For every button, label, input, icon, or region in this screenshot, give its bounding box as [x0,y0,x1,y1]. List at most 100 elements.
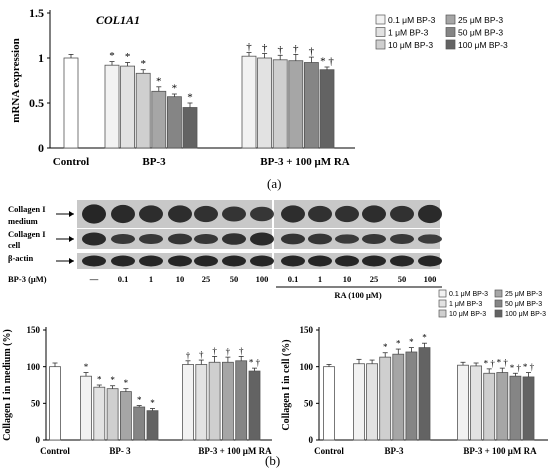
significance-mark: * [140,58,146,70]
blot-band [194,233,218,245]
legend-label: 100 μM BP-3 [505,311,546,318]
legend-label: 1 μM BP-3 [388,28,429,38]
group-label: BP-3 + 100 μM RA [198,446,272,456]
concentration-value: — [89,274,99,284]
group-label: BP-3 [142,156,166,168]
significance-mark: * [409,337,414,347]
y-tick-label: 0 [38,141,44,155]
concentration-value: 25 [202,274,211,284]
bar [303,62,319,149]
group-label: BP-3 [385,446,404,456]
bar [120,391,132,441]
legend-swatch [445,14,456,25]
significance-mark: * [137,395,142,405]
ra-label: RA (100 μM) [334,290,381,300]
significance-mark: † [309,46,315,58]
blot-band [335,205,359,223]
blot-band [418,204,442,224]
blot-band [362,255,386,267]
bar [392,353,405,441]
legend-swatch [375,14,386,25]
bar [319,69,335,149]
y-tick-label: 1 [38,51,44,65]
bar [323,366,335,441]
bar [288,60,304,149]
bar [151,90,167,149]
significance-mark: † [239,346,244,356]
legend-label: 25 μM BP-3 [458,15,503,25]
blot-band [82,232,106,246]
arrow-head-icon [69,236,74,242]
blot-band [139,233,163,245]
blot-band [111,204,135,224]
significance-mark: † [199,350,204,360]
y-axis-label: Collagen I in medium (%) [2,329,13,441]
blot-band [82,204,106,224]
chart-b-medium: 0 50 100 150 Collagen I in medium (%) Control… [2,325,272,456]
significance-mark: * † [484,358,496,368]
bar [353,363,365,441]
significance-mark: * † [523,362,535,372]
significance-mark: * [172,83,178,95]
significance-mark: † [293,43,299,55]
legend-swatch [494,299,503,308]
bar [93,386,106,441]
bar [509,375,522,441]
concentration-value: 10 [343,274,352,284]
blot-band [281,233,305,245]
legend-swatch [445,27,456,37]
blot-band [139,255,163,267]
bar [496,372,509,441]
significance-mark: * [97,375,102,385]
chart-a-mrna: 0 0.5 1 1.5 mRNA expression COL1A1 Control * * * *… [10,6,508,168]
concentration-value: 1 [318,274,322,284]
legend-swatch [445,39,456,50]
blot-band [168,233,192,245]
significance-mark: † [226,347,231,357]
blot-band [194,255,218,267]
y-tick-label: 100 [27,362,41,372]
blot-band [335,234,359,244]
blot-band [362,205,386,223]
legend-swatch [494,309,503,318]
significance-mark: * † [320,56,334,68]
concentration-value: 0.1 [118,274,129,284]
legend-label: 1 μM BP-3 [449,301,482,308]
panel-label-b: (b) [265,453,281,468]
panel-label-a: (a) [267,176,282,191]
chart-b-cell: 0 50 100 150 Collagen I in cell (%) Control * *… [281,289,548,456]
blot-band [390,233,414,245]
significance-mark: * † [249,358,261,368]
blot-row-label: β-actin [8,253,34,263]
bar [241,55,257,149]
bar [135,72,151,149]
bar [221,361,234,441]
legend-swatch [494,289,503,298]
blot-row-label: Collagen I [8,204,46,214]
blot-band [250,206,274,222]
blot-band [362,233,386,245]
legend-label: 100 μM BP-3 [458,40,508,50]
blot-band [111,233,135,245]
blot-band [82,255,106,267]
y-tick-label: 0 [36,435,41,445]
significance-mark: * [396,339,401,349]
y-tick-label: 50 [304,398,314,408]
bar [379,356,392,441]
legend-swatch [438,309,447,318]
bar [104,64,120,149]
bar [405,351,418,441]
bar [120,65,135,149]
concentration-value: 50 [398,274,407,284]
significance-mark: * † [510,363,522,373]
concentration-value: 25 [370,274,379,284]
y-axis-label: Collagen I in cell (%) [281,339,292,430]
significance-mark: * [383,342,388,352]
significance-mark: † [212,346,217,356]
bar [182,107,198,149]
significance-mark: * [124,378,129,388]
concentration-value: 50 [230,274,239,284]
concentration-value: 0.1 [288,274,299,284]
